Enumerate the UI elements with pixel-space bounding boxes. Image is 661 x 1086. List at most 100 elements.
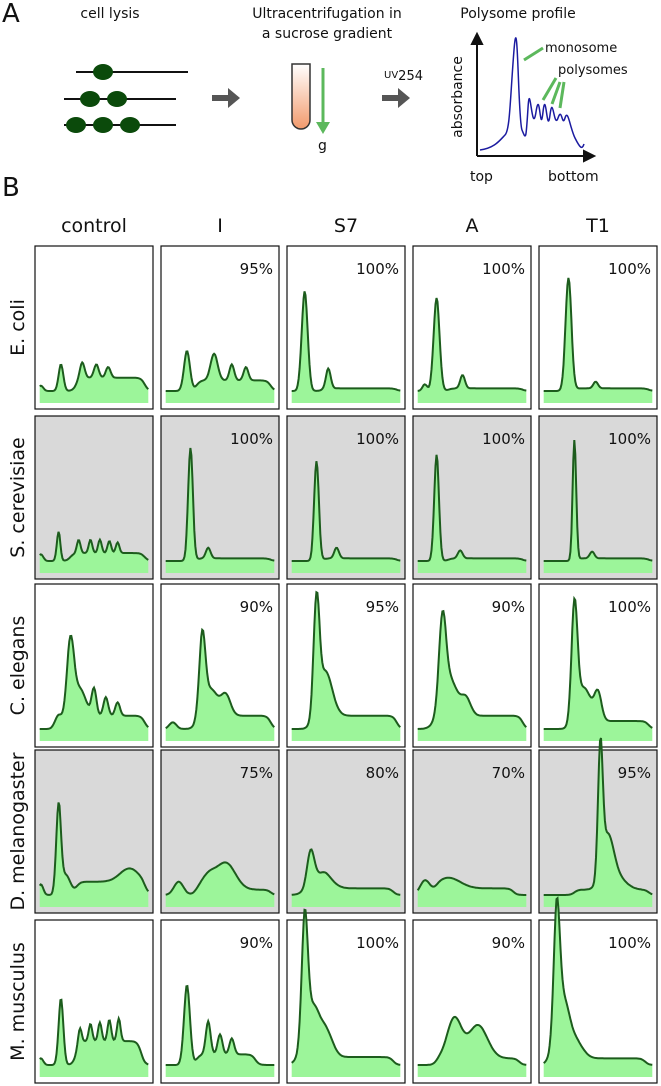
step-label: cell lysis [80, 6, 139, 22]
profile-fill [165, 448, 275, 573]
profile-fill [291, 909, 401, 1077]
profile-fill [543, 598, 653, 741]
annotation: polysomes [558, 63, 628, 78]
percent-label: 100% [608, 430, 651, 448]
percent-label: 100% [608, 260, 651, 278]
percent-label: 100% [482, 430, 525, 448]
panel-label: A [2, 0, 20, 29]
row-label: E. coli [7, 299, 29, 356]
column-header: A [466, 215, 479, 237]
profile-trace [165, 350, 275, 392]
profile-fill [39, 362, 149, 403]
profile-fill [543, 440, 653, 573]
percent-label: 100% [356, 430, 399, 448]
panel-b: control I S7 A T1 E. coli 95% 100% 100% 100% S. ce… [7, 215, 658, 1084]
profile-trace [417, 1015, 527, 1066]
profile-trace [417, 297, 527, 392]
profile-trace [543, 277, 653, 392]
percent-label: 80% [366, 764, 399, 782]
profile-trace [39, 360, 149, 392]
ribosome-diagram [64, 64, 188, 133]
profile-fill [417, 877, 527, 907]
panel [538, 415, 658, 580]
percent-label: 100% [230, 430, 273, 448]
percent-label: 95% [240, 260, 273, 278]
row-label: C. elegans [7, 616, 29, 716]
tube [291, 63, 311, 130]
panel-label: B [2, 173, 20, 203]
annotation-arrows [523, 46, 566, 109]
uv-sub: 254 [398, 69, 423, 84]
row-label: D. melanogaster [7, 752, 29, 910]
percent-label: 95% [366, 598, 399, 616]
percent-label: 90% [492, 934, 525, 952]
profile-fill [417, 611, 527, 741]
profile-fill [165, 629, 275, 741]
percent-label: 75% [240, 764, 273, 782]
profile-fill [39, 999, 149, 1077]
uv: UV [384, 70, 398, 81]
percent-label: 70% [492, 764, 525, 782]
profile-trace [543, 440, 653, 562]
percent-label: 100% [608, 934, 651, 952]
profile-trace [39, 998, 149, 1066]
uv-label: UV254 [384, 69, 423, 84]
profile-trace [291, 908, 401, 1066]
step-label: Polysome profile [460, 6, 575, 22]
profile-fill [39, 802, 149, 907]
profile-trace [165, 627, 275, 730]
column-header: control [61, 215, 127, 237]
percent-label: 90% [240, 934, 273, 952]
profile-trace [38, 802, 150, 896]
profile-trace [543, 595, 653, 730]
profile-fill [417, 1016, 527, 1077]
axis-label: top [470, 169, 493, 185]
row-label: S. cerevisiae [7, 437, 29, 557]
profile-fill [165, 862, 275, 907]
profile-fill [291, 849, 401, 907]
profile-trace [416, 876, 527, 896]
percent-label: 100% [608, 598, 651, 616]
percent-label: 100% [482, 260, 525, 278]
profile-trace [291, 590, 401, 730]
profile-trace [291, 291, 401, 392]
profile-trace [165, 984, 275, 1066]
axis-label: absorbance [450, 56, 466, 138]
percent-label: 90% [492, 598, 525, 616]
profile-fill [543, 898, 653, 1077]
profile-axes [470, 31, 597, 163]
profile-trace [291, 461, 401, 562]
profile-fill [165, 351, 275, 403]
profile-trace [291, 848, 401, 896]
annotation: monosome [545, 41, 617, 56]
step-label: Ultracentrifugation in [252, 6, 402, 22]
profile-trace [39, 634, 149, 730]
profile-fill [291, 291, 401, 403]
profile-fill [291, 461, 401, 573]
column-header: I [217, 215, 223, 237]
percent-label: 90% [240, 598, 273, 616]
column-header: T1 [585, 215, 610, 237]
panel [538, 245, 658, 410]
profile-trace [165, 447, 275, 562]
gravity-label: g [318, 138, 327, 154]
arrow [382, 88, 410, 108]
profile-trace [417, 454, 527, 562]
profile-trace [543, 737, 653, 896]
step-label: a sucrose gradient [262, 26, 393, 42]
percent-label: 95% [618, 764, 651, 782]
profile-trace [165, 861, 275, 896]
profile-trace [543, 896, 653, 1066]
percent-label: 100% [356, 260, 399, 278]
profile-trace [417, 609, 527, 730]
arrow [212, 88, 240, 108]
panel-a: A cell lysis Ultracentrifugation in a su… [2, 0, 628, 185]
column-header: S7 [334, 215, 358, 237]
panel [286, 415, 406, 580]
axis-label: bottom [548, 169, 599, 185]
profile-trace [39, 531, 149, 562]
percent-label: 100% [356, 934, 399, 952]
profile-trace [479, 37, 585, 151]
row-label: M. musculus [7, 942, 29, 1061]
